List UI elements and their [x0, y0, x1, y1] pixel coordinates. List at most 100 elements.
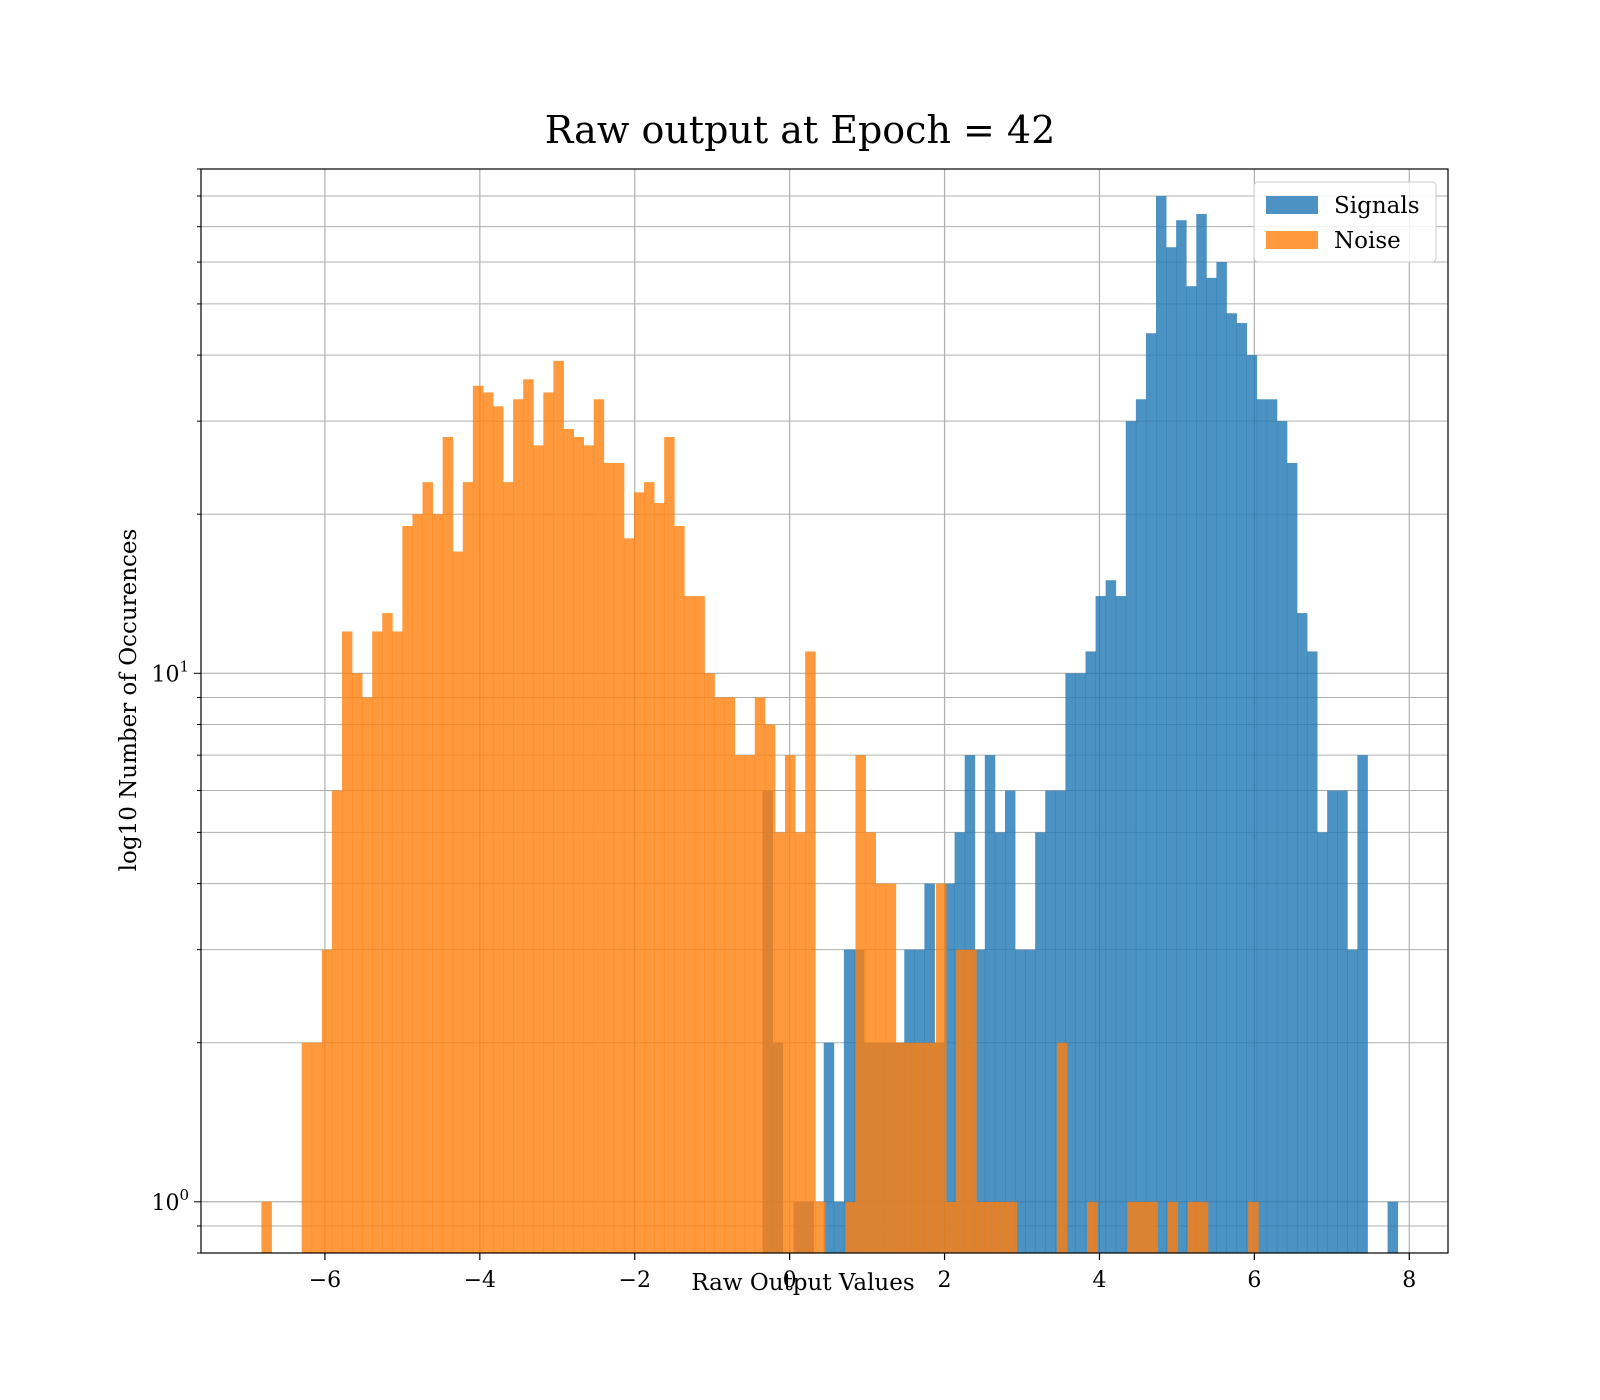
signals-bar [1387, 1201, 1399, 1253]
signals-bar [974, 949, 986, 1253]
noise-bar [724, 697, 736, 1253]
noise-bar [513, 399, 524, 1253]
noise-bar [915, 1042, 927, 1253]
noise-bar [1127, 1201, 1138, 1253]
signals-bar [1004, 790, 1016, 1253]
x-tick-label: −4 [464, 1268, 496, 1293]
noise-bar [986, 1201, 997, 1253]
signals-bar [1216, 262, 1227, 1253]
noise-legend-swatch [1266, 231, 1318, 249]
noise-bar [523, 379, 534, 1253]
x-tick-label: 6 [1247, 1268, 1261, 1293]
noise-bar [533, 445, 544, 1253]
x-axis-label: Raw Output Values [691, 1270, 914, 1296]
signals-bar [1276, 421, 1288, 1253]
signals-bar [1085, 651, 1096, 1253]
noise-bar [593, 399, 605, 1253]
noise-bar [1137, 1201, 1148, 1253]
signals-bar [1055, 790, 1066, 1253]
noise-bar [432, 514, 444, 1253]
y-axis-label: log10 Number of Occurences [116, 529, 142, 872]
noise-bar [795, 832, 806, 1253]
noise-bar [855, 755, 866, 1253]
noise-bar [331, 790, 343, 1253]
noise-bar [684, 596, 695, 1253]
noise-series [261, 360, 1259, 1253]
noise-bar [311, 1042, 323, 1253]
noise-bar [754, 697, 766, 1253]
signals-bar [1145, 333, 1157, 1253]
noise-bar [784, 755, 796, 1253]
signals-legend-swatch [1266, 196, 1318, 214]
y-tick-label: 100 [151, 1186, 189, 1216]
noise-bar [321, 949, 333, 1253]
noise-bar [492, 406, 504, 1253]
noise-bar [1147, 1201, 1158, 1253]
signals-bar [1347, 949, 1358, 1253]
noise-bar [573, 436, 585, 1253]
noise-bar [543, 392, 554, 1253]
signals-bar [1176, 220, 1187, 1253]
noise-bar [905, 1042, 917, 1253]
noise-bar [956, 949, 967, 1253]
noise-bar [412, 514, 423, 1253]
signals-bar [1337, 790, 1348, 1253]
noise-bar [925, 1042, 937, 1253]
noise-bar [623, 538, 635, 1253]
noise-bar [442, 436, 454, 1253]
signals-bar [1166, 247, 1177, 1253]
noise-bar [633, 492, 645, 1253]
signals-bar [1206, 277, 1217, 1253]
signals-bar [1296, 613, 1308, 1253]
signals-bar [1135, 399, 1147, 1253]
signals-bar [833, 1201, 845, 1253]
signals-bar [1025, 949, 1036, 1253]
signals-bar [1065, 673, 1076, 1253]
signals-bar [1156, 196, 1167, 1253]
noise-bar [744, 755, 756, 1253]
plot-frame [200, 168, 1449, 1254]
x-tick-label: 2 [938, 1268, 952, 1293]
x-tick-label: 4 [1092, 1268, 1106, 1293]
noise-bar [1006, 1201, 1017, 1253]
noise-bar [1056, 1042, 1068, 1253]
signals-bar [1045, 790, 1056, 1253]
noise-bar [1248, 1201, 1259, 1253]
noise-bar [694, 596, 705, 1253]
noise-legend-label: Noise [1334, 228, 1401, 254]
noise-bar [553, 360, 564, 1253]
signals-bar [994, 832, 1006, 1253]
signals-bar [1327, 790, 1338, 1253]
x-tick-label: 8 [1402, 1268, 1416, 1293]
noise-bar [603, 462, 615, 1253]
noise-bar [865, 832, 877, 1253]
noise-bar [583, 445, 595, 1253]
noise-bar [392, 631, 403, 1253]
noise-bar [1087, 1201, 1098, 1253]
noise-bar [452, 551, 464, 1253]
noise-bar [372, 631, 383, 1253]
signals-bar [984, 755, 996, 1253]
noise-bar [472, 385, 484, 1253]
noise-bar [1187, 1201, 1199, 1253]
noise-bar [352, 673, 363, 1253]
signals-bar [1186, 286, 1197, 1253]
signals-bar [1035, 832, 1046, 1253]
signals-bar [1307, 651, 1318, 1253]
noise-bar [815, 1201, 826, 1253]
signals-legend-label: Signals [1334, 193, 1420, 219]
signals-bar [1015, 949, 1026, 1253]
x-tick-label: −2 [619, 1268, 651, 1293]
noise-bar [664, 436, 675, 1253]
noise-bar [966, 949, 977, 1253]
noise-bar [875, 883, 887, 1253]
noise-bar [996, 1201, 1007, 1253]
noise-bar [734, 755, 746, 1253]
noise-bar [482, 392, 494, 1253]
noise-bar [764, 724, 776, 1253]
signals-bar [1095, 596, 1107, 1253]
signals-bar [1226, 313, 1237, 1253]
signals-bar [944, 883, 956, 1253]
noise-bar [644, 482, 655, 1253]
